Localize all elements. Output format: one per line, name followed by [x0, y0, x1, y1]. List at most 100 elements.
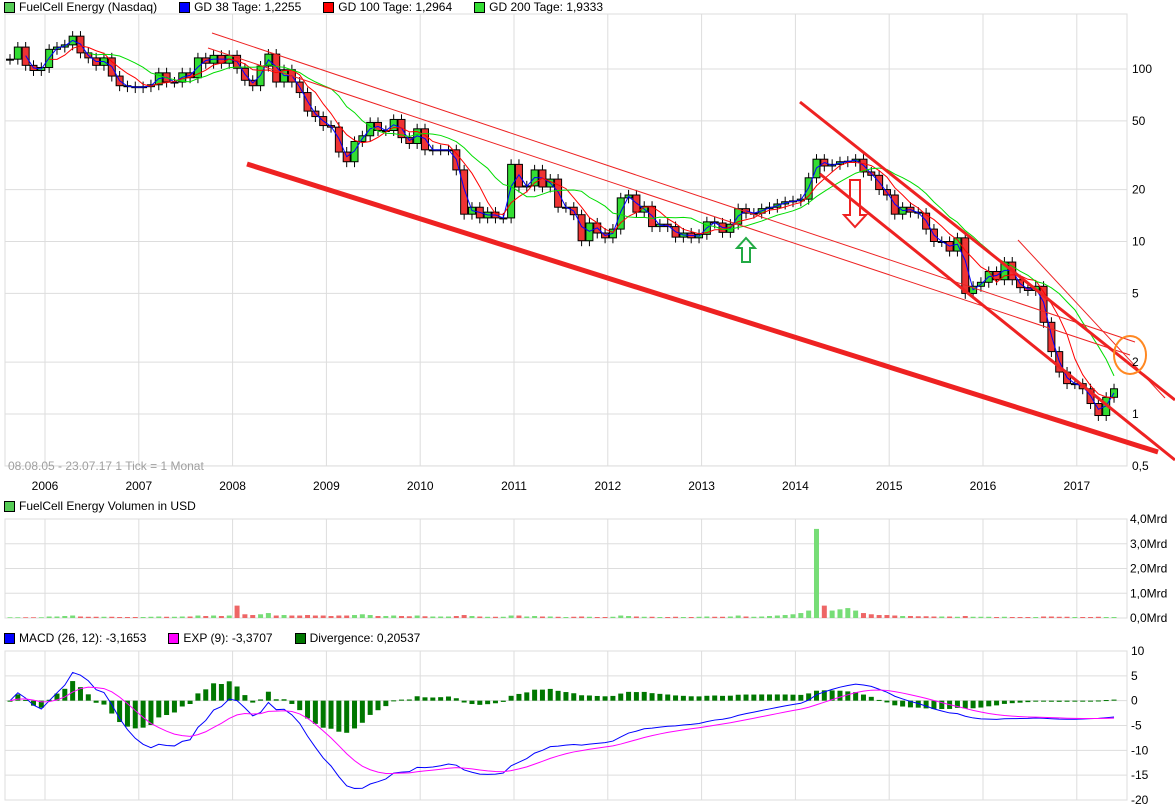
divergence-bar: [688, 696, 694, 701]
divergence-bar: [837, 690, 843, 701]
macd-tick-label: 10: [1131, 644, 1145, 658]
trendline-steep-thin[interactable]: [1017, 239, 1166, 399]
legend-swatch: [168, 632, 180, 644]
volume-bar: [383, 616, 389, 618]
trendline-thick-support[interactable]: [246, 161, 1159, 455]
volume-bar: [1088, 617, 1094, 618]
volume-bar: [30, 617, 36, 618]
volume-bar: [399, 616, 404, 618]
divergence-bar: [907, 700, 913, 708]
volume-bar: [704, 616, 710, 618]
divergence-bar: [312, 700, 318, 724]
volume-bar: [77, 616, 83, 618]
legend-swatch: [4, 1, 15, 13]
legend-gd38: GD 38 Tage: 1,2255: [179, 0, 301, 14]
volume-bar: [688, 617, 694, 618]
macd-tick-label: -10: [1131, 743, 1149, 757]
legend-gd200: GD 200 Tage: 1,9333: [474, 0, 603, 14]
volume-bar: [853, 610, 859, 618]
divergence-bar: [140, 700, 146, 728]
divergence-bar: [109, 700, 115, 714]
divergence-bar: [461, 700, 467, 703]
volume-bar: [978, 616, 984, 618]
divergence-bar: [265, 691, 271, 701]
macd-line: [9, 671, 1115, 789]
volume-bar: [970, 616, 976, 618]
volume-bar: [586, 616, 592, 618]
macd-tick-label: 0: [1131, 694, 1138, 708]
volume-bar: [649, 616, 655, 618]
legend-label: EXP (9): -3,3707: [183, 631, 273, 645]
divergence-bar: [38, 700, 44, 708]
volume-bar: [633, 616, 639, 618]
exp-line: [9, 686, 1115, 774]
divergence-bar: [1017, 700, 1023, 703]
volume-bar: [594, 617, 600, 618]
volume-bar: [923, 616, 929, 618]
divergence-bar: [994, 700, 1000, 706]
divergence-bar: [610, 695, 616, 701]
divergence-bar: [970, 700, 976, 709]
divergence-bar: [704, 695, 710, 701]
volume-bar: [7, 617, 13, 618]
volume-bar: [250, 615, 256, 618]
trendline-channel-lower[interactable]: [819, 172, 1175, 462]
volume-bar: [54, 616, 60, 618]
divergence-bar: [399, 699, 404, 701]
divergence-bar: [790, 694, 796, 701]
divergence-bar: [696, 696, 702, 701]
volume-bar: [1095, 616, 1101, 618]
volume-bar: [242, 614, 248, 618]
divergence-bar: [359, 700, 365, 723]
divergence-bar: [1025, 700, 1031, 703]
macd-tick-label: -5: [1131, 719, 1142, 733]
price-legend: FuelCell Energy (Nasdaq) GD 38 Tage: 1,2…: [4, 0, 603, 14]
trendline-channel-upper[interactable]: [799, 100, 1175, 402]
volume-bar: [500, 616, 506, 618]
trendline-thin-upper[interactable]: [211, 32, 1136, 343]
candle: [507, 163, 516, 219]
arrow-down-icon: [841, 179, 869, 229]
candle: [554, 178, 563, 208]
trendline-thin-lower[interactable]: [207, 47, 1131, 356]
divergence-bar: [70, 681, 76, 701]
volume-bar: [234, 605, 240, 618]
divergence-bar: [594, 695, 600, 701]
divergence-bar: [1048, 700, 1054, 702]
volume-bar: [305, 615, 311, 618]
divergence-bar: [226, 681, 232, 701]
divergence-bar: [860, 694, 866, 701]
divergence-bar: [579, 695, 585, 701]
volume-bar: [430, 616, 436, 618]
volume-tick-label: 1,0Mrd: [1130, 586, 1167, 600]
volume-bar: [352, 615, 358, 618]
volume-bar: [563, 617, 569, 618]
divergence-bar: [305, 700, 311, 719]
volume-bar: [539, 616, 545, 618]
volume-bar: [140, 617, 146, 618]
volume-bar: [124, 617, 130, 618]
volume-bar: [1111, 617, 1117, 618]
candle: [350, 140, 359, 163]
volume-bar: [187, 616, 193, 618]
divergence-bar: [328, 700, 334, 729]
volume-bar: [915, 616, 921, 618]
divergence-bar: [297, 700, 303, 711]
candle: [460, 169, 469, 215]
volume-bar: [782, 615, 788, 618]
volume-bar: [900, 616, 906, 618]
divergence-bars: [7, 681, 1117, 733]
divergence-bar: [712, 695, 718, 701]
divergence-bar: [813, 690, 819, 701]
volume-bar: [62, 616, 68, 618]
volume-bar: [1025, 617, 1031, 618]
divergence-bar: [164, 700, 170, 716]
volume-bar: [179, 616, 185, 618]
volume-bar: [148, 616, 154, 618]
divergence-bar: [1080, 700, 1086, 702]
legend-swatch: [474, 1, 486, 13]
volume-bar: [375, 616, 381, 618]
volume-bar: [907, 616, 913, 618]
volume-bar: [947, 616, 953, 618]
legend-swatch: [4, 632, 15, 644]
